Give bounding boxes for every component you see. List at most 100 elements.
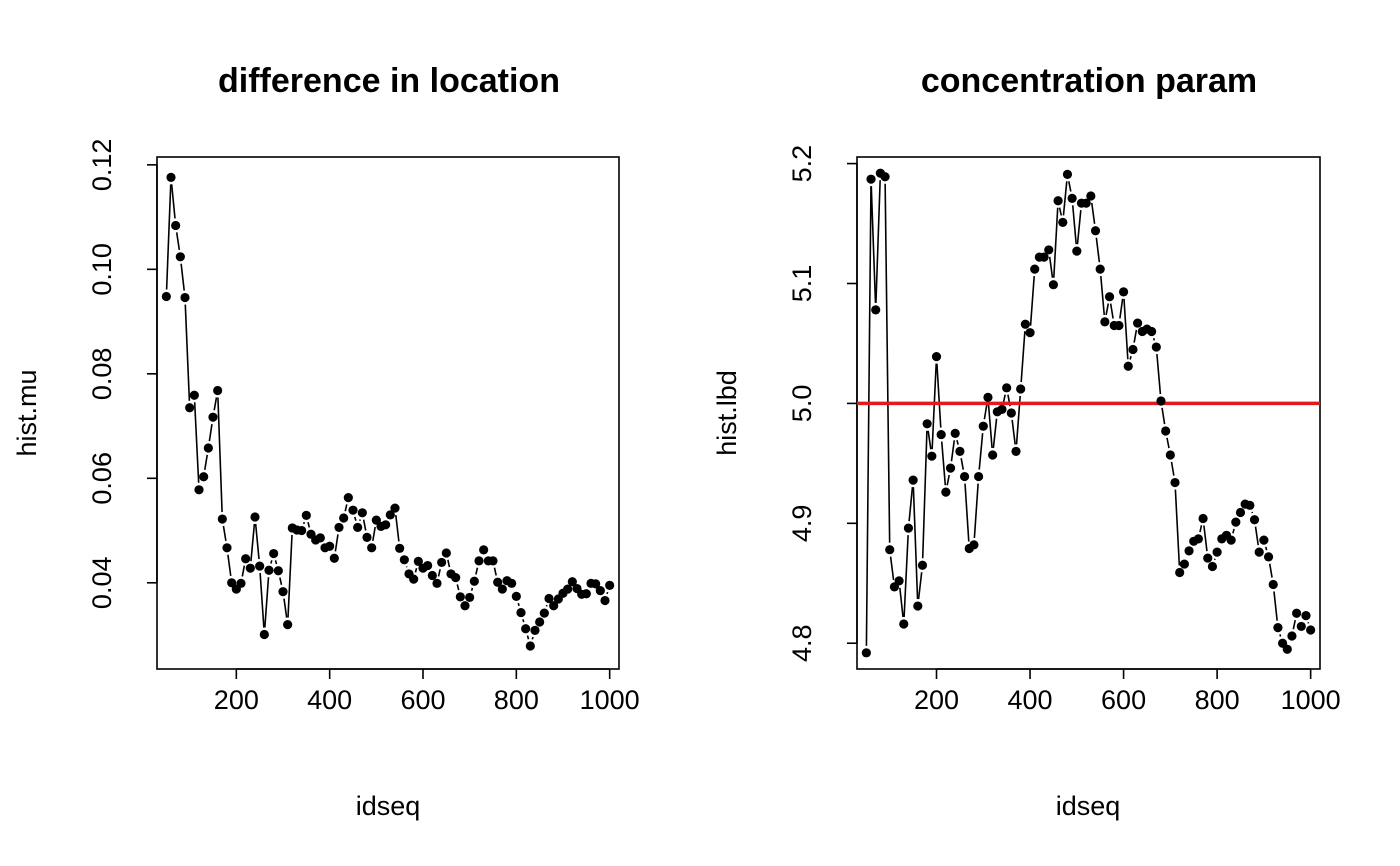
data-point xyxy=(1123,361,1133,371)
series-line-segment xyxy=(437,569,441,577)
series-line-segment xyxy=(1011,419,1016,445)
series-line-segment xyxy=(1174,489,1181,566)
data-point xyxy=(245,563,255,573)
data-point xyxy=(1006,408,1016,418)
data-point xyxy=(451,572,461,583)
data-point xyxy=(521,624,531,634)
data-point xyxy=(479,545,489,555)
series-line-segment xyxy=(493,567,497,576)
data-point xyxy=(1151,342,1161,352)
series-line-group xyxy=(865,180,1310,646)
series-line-segment xyxy=(414,567,418,573)
series-line-segment xyxy=(927,430,932,450)
series-line-segment xyxy=(903,535,909,618)
y-axis-label: hist.lbd xyxy=(712,370,742,456)
data-point xyxy=(343,493,353,503)
y-tick-label: 0.08 xyxy=(87,348,117,401)
series-line-segment xyxy=(1020,331,1026,383)
x-tick-label: 200 xyxy=(914,685,959,715)
series-line-segment xyxy=(1071,205,1077,245)
data-point xyxy=(175,252,185,262)
data-point xyxy=(357,508,367,518)
data-point xyxy=(988,450,998,460)
series-line-segment xyxy=(1199,525,1203,533)
series-line-segment xyxy=(1123,298,1129,360)
series-line-segment xyxy=(475,567,479,575)
data-point xyxy=(1058,217,1068,227)
data-point xyxy=(469,576,479,586)
data-point xyxy=(171,220,181,231)
series-line-segment xyxy=(1133,329,1138,343)
series-line-segment xyxy=(1254,526,1259,546)
y-axis: 4.8 4.9 5.0 5.1 5.2 xyxy=(787,145,858,662)
data-point xyxy=(563,584,573,594)
data-point xyxy=(1161,426,1171,436)
data-point xyxy=(1053,196,1063,206)
series-line-segment xyxy=(175,232,181,250)
data-point xyxy=(161,291,171,302)
data-point xyxy=(507,578,517,588)
series-line-segment xyxy=(1232,528,1235,534)
data-point xyxy=(894,576,904,586)
series-line-segment xyxy=(936,363,942,428)
data-point xyxy=(1301,611,1311,621)
data-point xyxy=(885,545,895,555)
data-point xyxy=(605,580,615,591)
series-line-segment xyxy=(946,474,950,486)
series-line-segment xyxy=(193,402,200,483)
series-line-segment xyxy=(279,577,283,586)
series-line-segment xyxy=(973,483,979,538)
series-line-segment xyxy=(956,439,959,445)
series-line-segment xyxy=(1166,437,1170,449)
data-point xyxy=(437,557,447,568)
series-line-segment xyxy=(950,440,956,462)
data-point xyxy=(600,595,610,606)
plot-frame xyxy=(856,156,1321,670)
data-point xyxy=(413,556,423,566)
data-point xyxy=(1072,246,1082,256)
data-point xyxy=(1231,517,1241,527)
data-point xyxy=(325,541,335,551)
data-point xyxy=(334,522,344,533)
series-line-segment xyxy=(1161,407,1166,425)
series-point-group xyxy=(861,168,1316,658)
series-line-segment xyxy=(203,454,209,470)
series-line-segment xyxy=(274,560,278,565)
data-point xyxy=(1020,319,1030,329)
data-point xyxy=(1062,169,1073,179)
data-point xyxy=(1156,396,1166,406)
x-tick-label: 1000 xyxy=(1281,685,1341,715)
series-line-segment xyxy=(1029,276,1036,326)
data-point xyxy=(1114,320,1124,331)
series-line-segment xyxy=(1062,181,1068,216)
series-line-segment xyxy=(940,441,947,486)
data-point xyxy=(371,515,381,525)
y-axis: 0.04 0.06 0.08 0.10 0.12 xyxy=(87,139,158,609)
data-point xyxy=(1048,280,1059,290)
series-line-segment xyxy=(456,584,460,591)
data-point xyxy=(423,560,433,571)
series-line-segment xyxy=(992,418,998,449)
data-point xyxy=(390,503,400,513)
data-point xyxy=(269,548,279,559)
data-point xyxy=(203,443,213,453)
data-point xyxy=(348,505,358,515)
data-point xyxy=(1268,579,1278,590)
series-line-segment xyxy=(964,483,970,542)
y-tick-label: 0.12 xyxy=(87,139,117,192)
data-point xyxy=(1081,198,1091,208)
x-axis: 200 400 600 800 1000 xyxy=(214,668,640,715)
data-point xyxy=(595,586,605,596)
series-line-segment xyxy=(983,404,988,420)
data-point xyxy=(497,584,507,594)
series-line-segment xyxy=(208,423,213,442)
data-point xyxy=(166,172,176,182)
data-point xyxy=(516,607,526,618)
y-tick-label: 0.06 xyxy=(87,452,117,505)
x-tick-label: 600 xyxy=(1101,685,1146,715)
y-tick-label: 0.10 xyxy=(87,243,117,296)
series-line-segment xyxy=(1109,303,1114,319)
data-point xyxy=(1203,553,1213,563)
series-line-segment xyxy=(344,504,348,512)
